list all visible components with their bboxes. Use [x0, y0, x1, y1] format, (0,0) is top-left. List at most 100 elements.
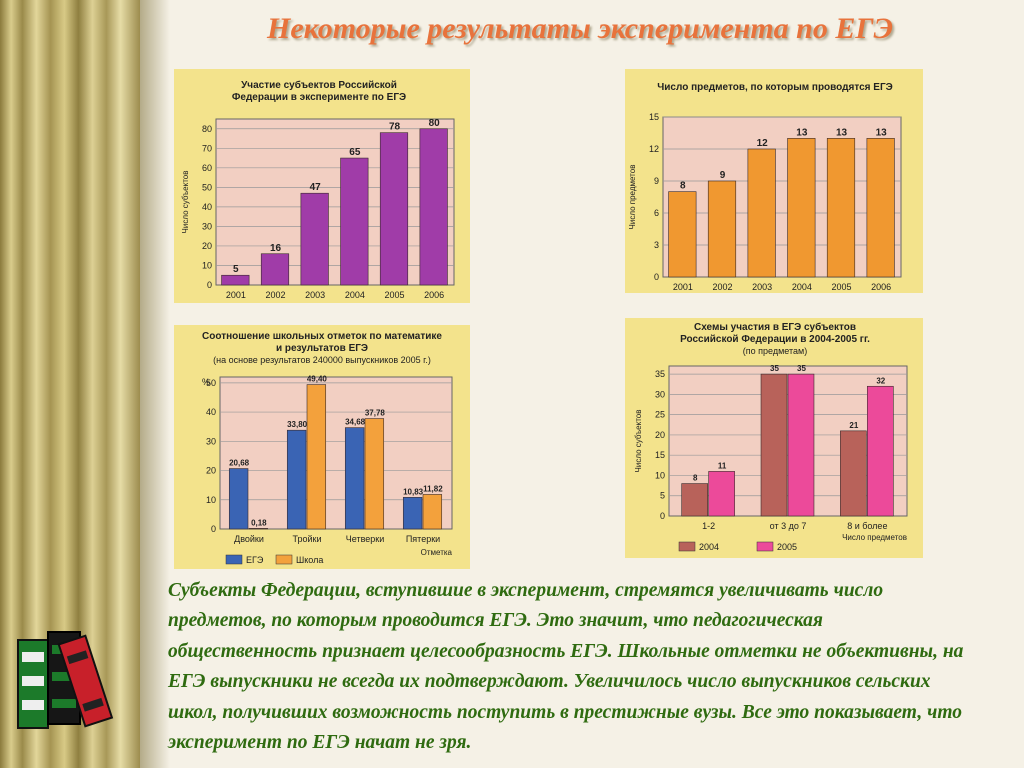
y-tick-label: 0 [211, 524, 216, 534]
legend-swatch [678, 541, 696, 552]
plot-area [662, 116, 902, 278]
bar [379, 132, 409, 286]
bar [422, 494, 443, 530]
bar [228, 468, 249, 530]
y-axis-label: Число предметов [628, 165, 637, 230]
bar-value-label: 13 [876, 127, 888, 138]
bar [340, 157, 369, 286]
y-tick-label: 6 [654, 208, 659, 218]
bar [668, 191, 697, 278]
bar-value-label: 11,82 [423, 484, 443, 493]
chart-subtitle: (по предметам) [743, 346, 807, 356]
y-tick-label: 5 [660, 491, 665, 501]
legend-label: Школа [296, 555, 323, 565]
bar [260, 253, 290, 286]
chart-title-line: Участие субъектов Российской [241, 79, 397, 91]
y-tick-label: 80 [202, 124, 212, 134]
bar [708, 471, 735, 517]
y-tick-label: 15 [655, 450, 665, 460]
books-icon [17, 631, 114, 729]
chart-participation-schemes: Схемы участия в ЕГЭ субъектовРоссийской … [634, 321, 908, 552]
bar-value-label: 16 [270, 243, 282, 254]
bar-value-label: 12 [757, 138, 769, 149]
x-tick-label: 2001 [226, 290, 246, 300]
bar [867, 385, 894, 517]
bar-value-label: 34,68 [345, 418, 366, 427]
y-tick-label: 9 [654, 176, 659, 186]
bar-value-label: 21 [849, 421, 858, 430]
y-tick-label: 20 [206, 466, 216, 476]
y-tick-label: 30 [206, 436, 216, 446]
x-tick-label: Четверки [346, 534, 384, 544]
x-tick-label: 2006 [424, 290, 444, 300]
bar-value-label: 32 [876, 376, 885, 385]
x-tick-label: 2001 [673, 282, 693, 292]
legend-swatch [756, 541, 774, 552]
x-axis-label: Число предметов [842, 533, 907, 542]
y-tick-label: 10 [206, 495, 216, 505]
chart-grades-vs-exam: Соотношение школьных отметок по математи… [202, 331, 453, 565]
bar-value-label: 47 [310, 182, 322, 193]
y-tick-label: 30 [655, 389, 665, 399]
slide-title: Некоторые результаты эксперимента по ЕГЭ [266, 12, 893, 45]
chart-title-line: Федерации в эксперименте по ЕГЭ [232, 92, 406, 103]
y-tick-label: 40 [202, 202, 212, 212]
y-tick-label: 0 [654, 272, 659, 282]
bar [402, 497, 423, 530]
bar-value-label: 20,68 [229, 459, 250, 468]
x-tick-label: 2004 [792, 282, 812, 292]
x-tick-label: 2006 [871, 282, 891, 292]
x-tick-label: 1-2 [702, 521, 715, 531]
y-tick-label: 10 [655, 470, 665, 480]
x-tick-label: 8 и более [847, 521, 887, 531]
bar-value-label: 35 [797, 364, 806, 373]
chart-panel-grades: Соотношение школьных отметок по математи… [174, 325, 470, 569]
y-tick-label: 25 [655, 410, 665, 420]
bar [707, 180, 737, 278]
bar [866, 138, 895, 278]
y-axis-label: Число субъектов [181, 171, 190, 234]
chart-panel-schemes: Схемы участия в ЕГЭ субъектов Российской … [625, 318, 923, 558]
y-tick-label: 50 [202, 182, 212, 192]
chart-subtitle: (на основе результатов 240000 выпускнико… [213, 355, 431, 365]
x-tick-label: 2005 [831, 282, 851, 292]
x-tick-label: 2002 [265, 290, 285, 300]
bar [248, 528, 269, 530]
chart-title-line: и результатов ЕГЭ [276, 343, 368, 354]
bar-value-label: 11 [718, 461, 727, 470]
bar-value-label: 5 [233, 264, 239, 275]
x-tick-label: 2003 [305, 290, 325, 300]
chart-panel-subjects: Число предметов, по которым проводятся Е… [625, 69, 923, 293]
bar [221, 274, 250, 286]
bar [787, 373, 815, 517]
bar [760, 373, 788, 517]
bar [300, 192, 329, 286]
bar-value-label: 65 [349, 147, 361, 158]
bar-value-label: 78 [389, 122, 401, 133]
legend-label: 2005 [777, 542, 797, 552]
bar [306, 384, 327, 530]
y-tick-label: 70 [202, 143, 212, 153]
legend-swatch [225, 554, 243, 565]
bar-value-label: 37,78 [365, 409, 386, 418]
bar [826, 138, 856, 278]
y-axis-label: % [202, 377, 210, 387]
bar-value-label: 49,40 [307, 375, 328, 384]
y-tick-label: 50 [206, 378, 216, 388]
y-axis-label: Число субъектов [634, 410, 643, 473]
x-tick-label: Двойки [234, 534, 264, 544]
y-tick-label: 20 [202, 241, 212, 251]
x-tick-label: Пятерки [406, 534, 440, 544]
legend-label: 2004 [699, 542, 719, 552]
y-tick-label: 20 [655, 430, 665, 440]
bar [344, 427, 365, 530]
y-tick-label: 10 [202, 260, 212, 270]
y-tick-label: 60 [202, 163, 212, 173]
legend-label: ЕГЭ [246, 555, 264, 565]
x-tick-label: 2002 [712, 282, 732, 292]
x-tick-label: 2005 [384, 290, 404, 300]
plot-area [215, 118, 455, 286]
x-tick-label: от 3 до 7 [770, 521, 807, 531]
bar [681, 483, 708, 517]
